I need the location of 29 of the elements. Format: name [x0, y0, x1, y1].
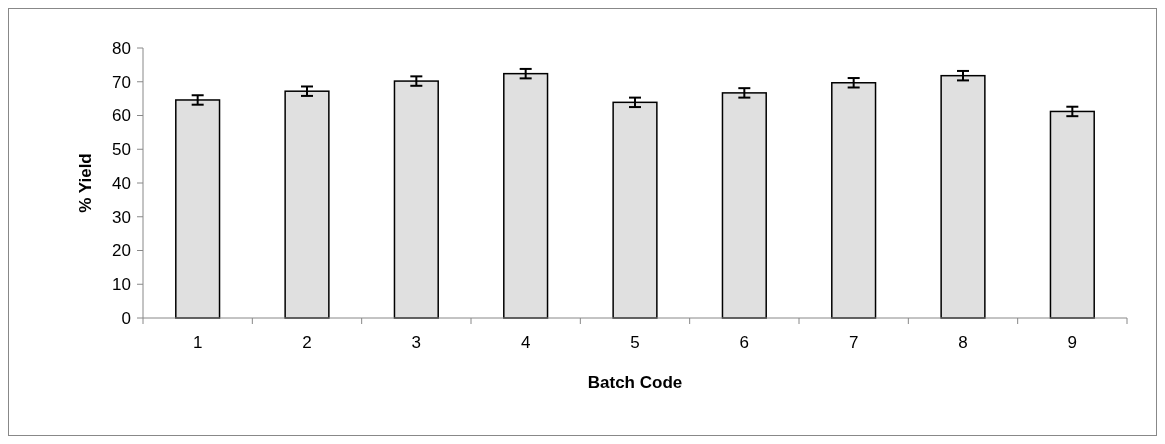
bar [721, 92, 767, 319]
bar [393, 80, 439, 319]
bar [1049, 110, 1095, 319]
bar [940, 74, 986, 319]
bar [284, 90, 330, 319]
bar [612, 101, 658, 319]
y-tick-label: 70 [112, 72, 131, 92]
x-tick-label: 3 [411, 333, 422, 352]
y-tick-label: 0 [121, 308, 131, 328]
y-axis-title: % Yield [76, 153, 95, 213]
x-tick-label: 5 [630, 333, 640, 352]
y-tick-label: 30 [112, 207, 131, 227]
bar [831, 82, 877, 319]
bar [503, 72, 549, 319]
y-tick-label: 50 [112, 140, 131, 160]
x-tick-label: 9 [1067, 333, 1078, 352]
y-tick-label: 80 [112, 38, 131, 58]
x-tick-label: 7 [848, 333, 859, 352]
y-tick-label: 40 [112, 173, 131, 193]
y-tick-label: 10 [112, 275, 131, 295]
bar [175, 99, 221, 319]
x-tick-label: 1 [192, 333, 203, 352]
y-tick-label: 20 [112, 241, 131, 261]
x-tick-label: 2 [302, 333, 312, 352]
y-tick-label: 60 [112, 106, 131, 126]
x-tick-label: 4 [520, 333, 531, 352]
x-axis-title: Batch Code [587, 373, 683, 392]
x-tick-label: 8 [958, 333, 968, 352]
x-tick-label: 6 [739, 333, 750, 352]
